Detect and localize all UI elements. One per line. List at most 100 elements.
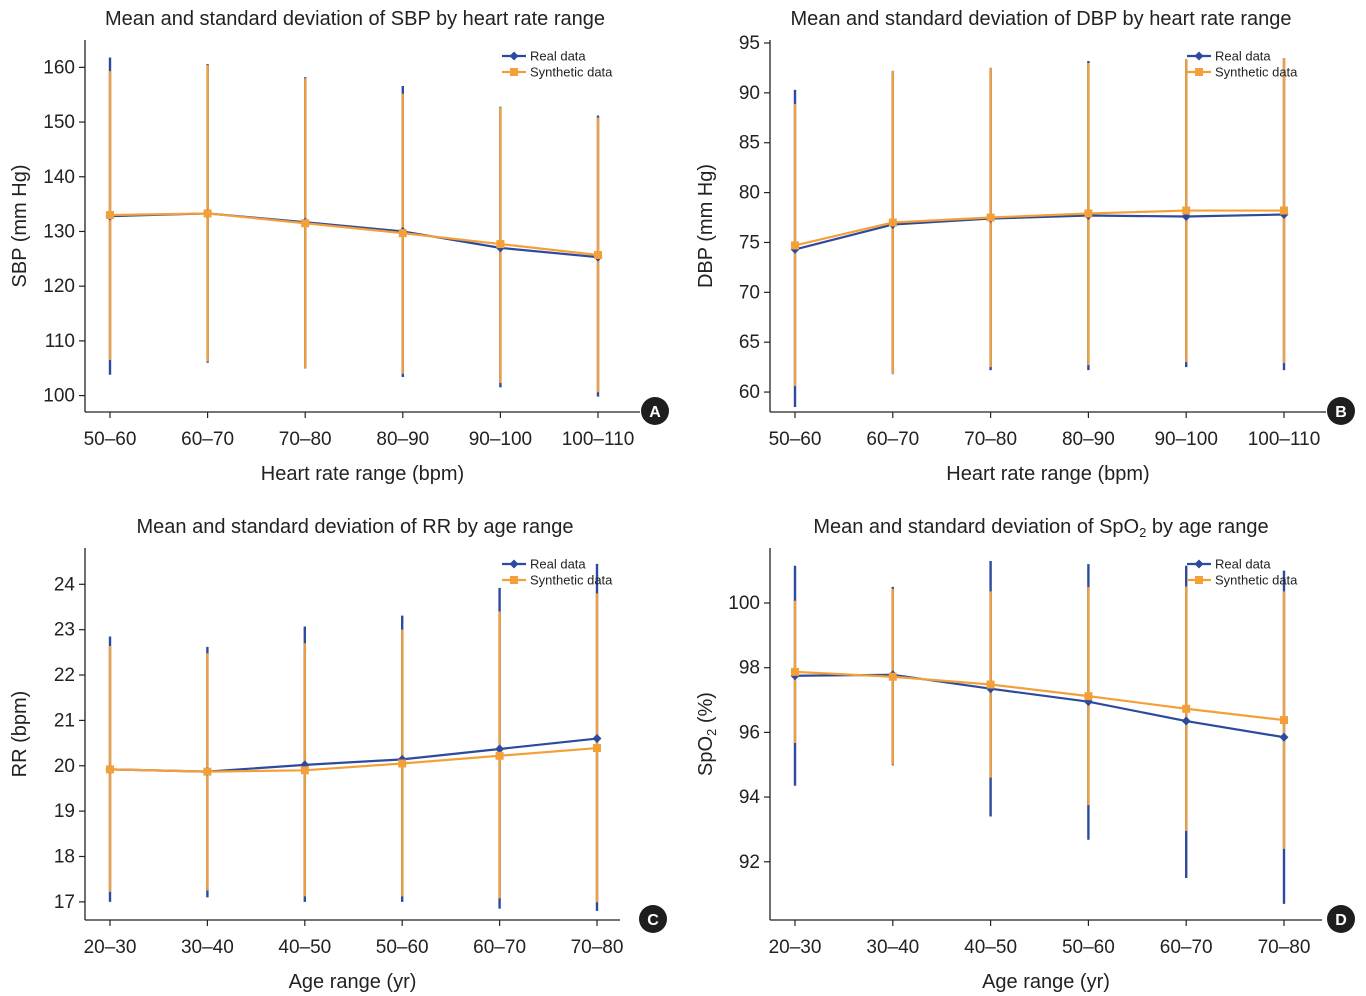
panel-badge-label: A [649, 404, 661, 421]
point-synthetic [1280, 206, 1288, 215]
series-line-synthetic [794, 209, 1284, 247]
y-tick-label: 94 [739, 787, 761, 808]
point-synthetic [300, 766, 309, 775]
y-tick-label: 150 [43, 112, 75, 133]
y-tick-label: 100 [728, 593, 760, 614]
y-axis-label: DBP (mm Hg) [695, 164, 717, 288]
panel-d-spo2-by-age: Mean and standard deviation of SpO2 by a… [695, 516, 1355, 993]
x-tick-label: 60–70 [866, 429, 919, 450]
point-synthetic [1182, 206, 1191, 215]
y-tick-label: 160 [43, 57, 75, 78]
series-line-synthetic [794, 670, 1285, 722]
point-synthetic [1084, 692, 1093, 701]
point-synthetic [106, 211, 114, 220]
panel-badge-label: B [1335, 404, 1347, 421]
legend-label: Real data [530, 49, 586, 64]
point-synthetic [888, 672, 897, 681]
y-tick-label: 22 [54, 665, 75, 686]
x-tick-label: 70–80 [964, 429, 1017, 450]
x-tick-label: 70–80 [1258, 937, 1311, 958]
x-axis-label: Age range (yr) [289, 971, 417, 993]
x-axis-label: Age range (yr) [982, 971, 1110, 993]
y-tick-label: 130 [43, 221, 75, 242]
series-line-real [794, 213, 1285, 251]
x-axis-label: Heart rate range (bpm) [946, 463, 1149, 485]
x-tick-label: 60–70 [181, 429, 234, 450]
y-tick-label: 110 [45, 331, 75, 352]
x-tick-label: 20–30 [769, 937, 822, 958]
y-axis-label: SpO2 (%) [695, 692, 719, 776]
y-tick-label: 21 [54, 710, 75, 731]
x-tick-label: 100–110 [1248, 429, 1321, 450]
y-tick-label: 80 [739, 183, 760, 204]
legend-label: Synthetic data [530, 65, 613, 80]
panel-badge [639, 905, 667, 933]
y-tick-label: 60 [739, 382, 760, 403]
x-tick-label: 50–60 [1062, 937, 1115, 958]
legend-marker-synthetic [510, 576, 518, 584]
point-synthetic [106, 765, 114, 774]
legend-marker-synthetic [1195, 576, 1203, 584]
point-synthetic [1280, 716, 1288, 725]
y-tick-label: 100 [43, 386, 75, 407]
point-synthetic [1084, 209, 1093, 218]
y-tick-label: 98 [739, 658, 760, 679]
point-synthetic [1182, 704, 1191, 713]
panel-c-rr-by-age: Mean and standard deviation of RR by age… [9, 516, 667, 993]
point-synthetic [593, 744, 601, 753]
y-tick-label: 75 [739, 232, 760, 253]
point-real [495, 744, 505, 754]
panel-badge [641, 397, 669, 425]
x-tick-label: 50–60 [769, 429, 822, 450]
chart-title: Mean and standard deviation of RR by age… [137, 516, 574, 538]
point-real [592, 734, 602, 744]
x-tick-label: 30–40 [181, 937, 234, 958]
y-tick-label: 140 [43, 167, 75, 188]
legend-marker-real [509, 559, 519, 569]
chart-title: Mean and standard deviation of DBP by he… [790, 8, 1291, 30]
legend-marker-real [1194, 51, 1204, 61]
y-tick-label: 20 [54, 756, 75, 777]
x-tick-label: 40–50 [278, 937, 331, 958]
y-tick-label: 65 [739, 332, 760, 353]
legend-label: Real data [1215, 49, 1271, 64]
x-tick-label: 80–90 [376, 429, 429, 450]
y-tick-label: 24 [54, 574, 76, 595]
y-axis-label: SBP (mm Hg) [9, 165, 31, 288]
y-tick-label: 96 [739, 722, 760, 743]
legend-label: Synthetic data [1215, 573, 1298, 588]
x-tick-label: 50–60 [376, 937, 429, 958]
y-tick-label: 70 [739, 282, 760, 303]
legend-label: Real data [1215, 557, 1271, 572]
x-tick-label: 90–100 [469, 429, 532, 450]
x-tick-label: 80–90 [1062, 429, 1115, 450]
y-tick-label: 95 [739, 33, 760, 54]
x-tick-label: 60–70 [473, 937, 526, 958]
y-tick-label: 120 [43, 276, 75, 297]
point-synthetic [496, 240, 505, 249]
chart-title: Mean and standard deviation of SpO2 by a… [813, 516, 1268, 540]
series-line-synthetic [109, 212, 599, 257]
point-synthetic [888, 218, 897, 227]
legend-marker-synthetic [510, 68, 518, 76]
panel-a-sbp-by-heart-rate: Mean and standard deviation of SBP by he… [9, 8, 669, 485]
legend-label: Real data [530, 557, 586, 572]
y-tick-label: 18 [54, 846, 75, 867]
chart-title: Mean and standard deviation of SBP by he… [105, 8, 605, 30]
point-synthetic [203, 209, 212, 218]
point-real [1181, 716, 1191, 726]
point-synthetic [398, 759, 407, 768]
legend-marker-synthetic [1195, 68, 1203, 76]
x-tick-label: 30–40 [866, 937, 919, 958]
x-tick-label: 90–100 [1154, 429, 1217, 450]
series-line-synthetic [109, 746, 598, 773]
y-tick-label: 17 [54, 892, 75, 913]
legend-marker-real [1194, 559, 1204, 569]
point-synthetic [986, 680, 995, 689]
x-tick-label: 20–30 [84, 937, 137, 958]
x-axis-label: Heart rate range (bpm) [261, 463, 464, 485]
x-tick-label: 70–80 [571, 937, 624, 958]
y-tick-label: 90 [739, 83, 760, 104]
y-tick-label: 92 [739, 852, 760, 873]
x-tick-label: 100–110 [562, 429, 635, 450]
